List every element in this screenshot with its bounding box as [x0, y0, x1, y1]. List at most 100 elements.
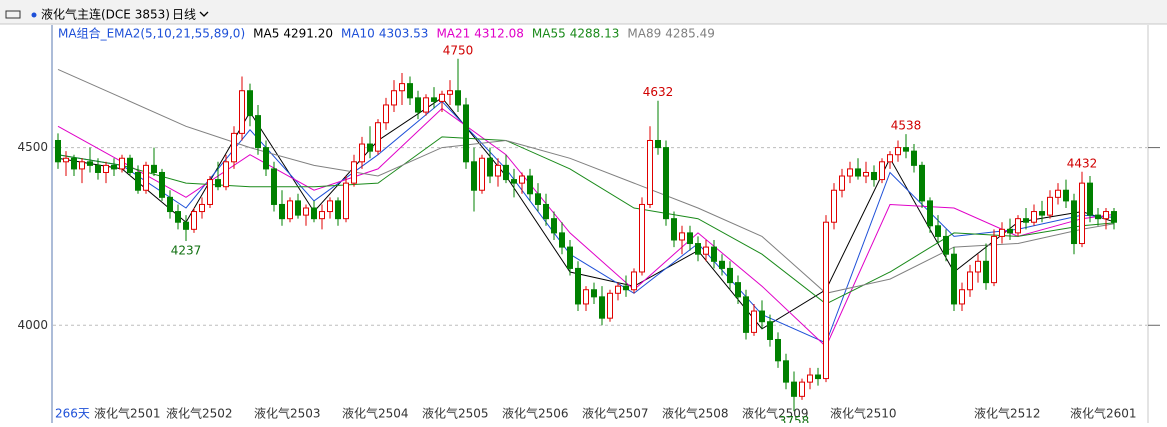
- candle-body: [183, 221, 189, 230]
- candle-body: [1079, 182, 1085, 245]
- candle-body: [623, 285, 629, 291]
- candle-body: [687, 232, 693, 245]
- low-label: 3758: [779, 414, 810, 423]
- candle-body: [591, 289, 597, 298]
- legend-name: MA89: [627, 27, 661, 41]
- candle-body: [103, 164, 109, 173]
- menu-icon[interactable]: [5, 10, 21, 19]
- candle-body: [791, 381, 797, 397]
- x-tick-label: 液化气2503: [254, 406, 321, 421]
- candle-body: [831, 189, 837, 223]
- day-count: 266天: [55, 407, 90, 421]
- legend-value: 4303.53: [379, 27, 429, 41]
- candle-body: [847, 168, 853, 177]
- x-tick-label: 液化气2501: [94, 406, 161, 421]
- ma-line: [57, 107, 1115, 348]
- candle-body: [703, 246, 709, 255]
- x-tick-label: 液化气2504: [342, 406, 409, 421]
- candle-body: [423, 97, 429, 113]
- candle-body: [415, 97, 421, 113]
- candle-body: [343, 182, 349, 220]
- candle-body: [815, 374, 821, 380]
- candle-body: [655, 139, 661, 149]
- legend-name: MA5: [253, 27, 279, 41]
- legend: MA组合_EMA2(5,10,21,55,89,0) MA5 4291.20 MA1…: [58, 26, 715, 41]
- candle-body: [327, 200, 333, 213]
- candle-body: [679, 232, 685, 241]
- candle-body: [135, 171, 141, 191]
- candle-body: [871, 171, 877, 181]
- candle-body: [767, 321, 773, 340]
- candle-body: [471, 161, 477, 191]
- candle-body: [1023, 218, 1029, 223]
- chart-title[interactable]: 液化气主连(DCE 3853): [41, 7, 170, 22]
- legend-value: 4288.13: [570, 27, 620, 41]
- candle-body: [399, 83, 405, 92]
- candle-body: [447, 90, 453, 95]
- period-dropdown[interactable]: [199, 11, 209, 17]
- x-tick-label: 液化气2502: [166, 406, 233, 421]
- candle-body: [367, 143, 373, 152]
- candle-body: [695, 243, 701, 255]
- candle-body: [1007, 228, 1013, 234]
- candle-body: [1015, 218, 1021, 234]
- legend-name: MA10: [341, 27, 375, 41]
- candle-body: [431, 97, 437, 102]
- candle-body: [959, 289, 965, 305]
- candle-body: [199, 203, 205, 213]
- candle-body: [1055, 189, 1061, 198]
- candle-body: [279, 203, 285, 220]
- candle-body: [375, 122, 381, 152]
- candle-body: [991, 235, 997, 284]
- candle-body: [855, 168, 861, 177]
- candle-body: [207, 179, 213, 205]
- candle-body: [839, 175, 845, 191]
- candle-body: [159, 171, 165, 198]
- legend-value: 4291.20: [283, 27, 333, 41]
- candle-body: [55, 139, 61, 163]
- candle-body: [215, 179, 221, 188]
- candle-body: [503, 164, 509, 181]
- candle-body: [927, 200, 933, 227]
- candle-body: [239, 90, 245, 134]
- candle-body: [711, 246, 717, 262]
- candle-body: [231, 132, 237, 163]
- candle-body: [735, 282, 741, 298]
- candle-body: [63, 157, 69, 163]
- candle-body: [511, 179, 517, 184]
- candle-body: [79, 161, 85, 170]
- candle-body: [879, 161, 885, 181]
- candle-body: [487, 157, 493, 177]
- x-tick-label: 液化气2508: [662, 406, 729, 421]
- candle-body: [975, 260, 981, 273]
- candle-body: [543, 203, 549, 220]
- candle-body: [263, 147, 269, 170]
- candle-body: [631, 271, 637, 291]
- legend-value: 4285.49: [665, 27, 715, 41]
- toolbar: [0, 0, 1167, 24]
- candles: [55, 58, 1117, 412]
- candle-body: [903, 147, 909, 152]
- candle-body: [111, 164, 117, 170]
- candle-body: [223, 161, 229, 188]
- candle-body: [551, 218, 557, 234]
- ma-line: [57, 68, 1115, 294]
- high-label: 4538: [891, 119, 922, 133]
- candle-body: [663, 147, 669, 220]
- period[interactable]: 日线: [172, 8, 196, 22]
- candle-body: [463, 104, 469, 163]
- candle-body: [783, 360, 789, 383]
- x-tick-label: 液化气2505: [422, 406, 489, 421]
- candle-body: [1039, 211, 1045, 216]
- candle-body: [887, 154, 893, 163]
- candle-body: [1095, 214, 1101, 220]
- candle-body: [639, 203, 645, 273]
- candle-body: [983, 260, 989, 284]
- candle-body: [775, 338, 781, 362]
- candle-body: [999, 228, 1005, 237]
- candle-body: [583, 289, 589, 305]
- candle-body: [671, 218, 677, 241]
- high-label: 4432: [1067, 156, 1098, 170]
- x-tick-label: 液化气2512: [974, 406, 1041, 421]
